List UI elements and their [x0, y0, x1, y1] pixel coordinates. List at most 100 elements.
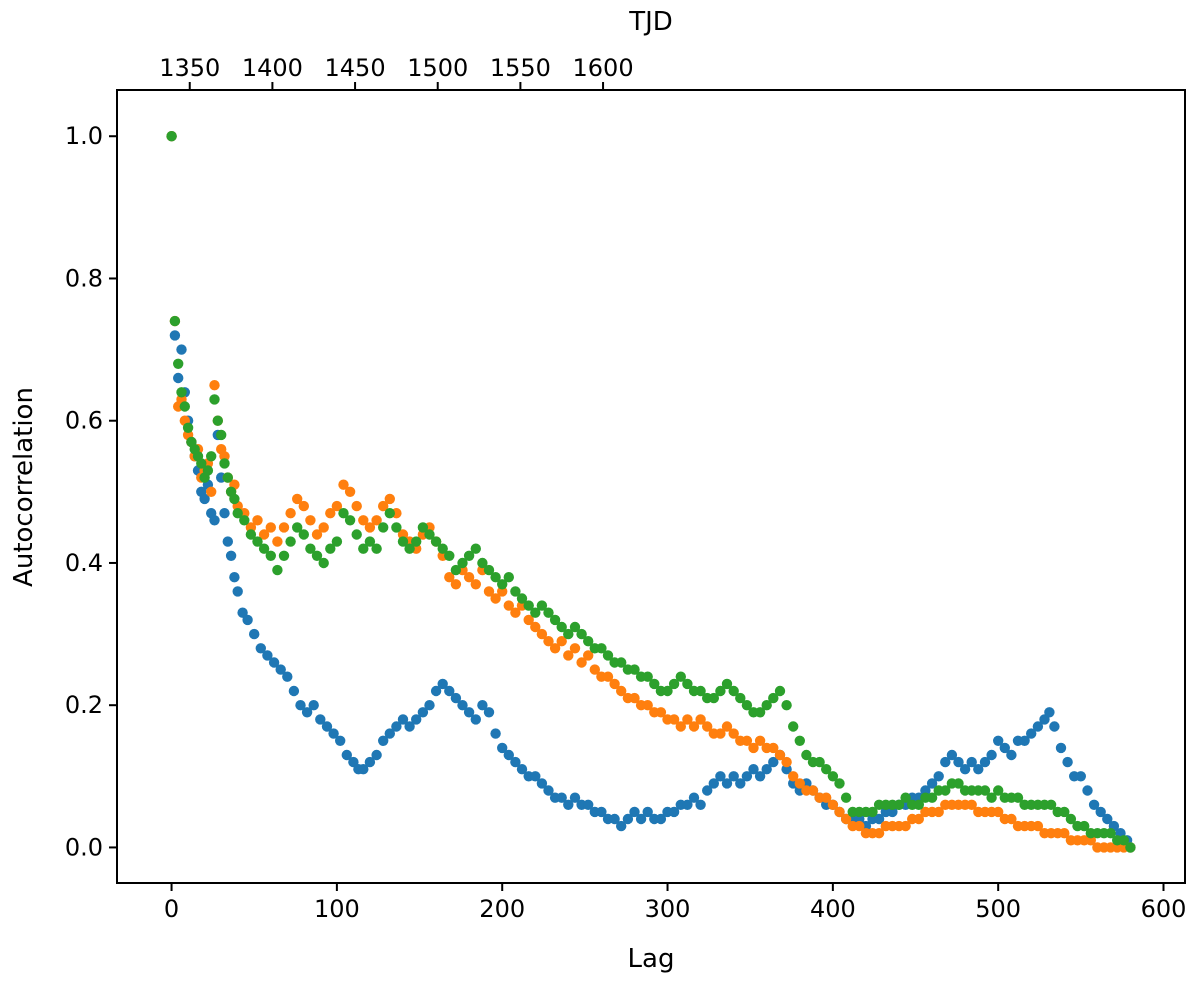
- data-point: [199, 493, 210, 505]
- top-tick-label: 1350: [159, 54, 220, 82]
- data-point: [523, 614, 534, 626]
- data-point: [463, 550, 475, 561]
- data-point: [1075, 771, 1087, 782]
- data-point: [338, 479, 349, 490]
- data-point: [255, 643, 266, 654]
- data-point: [358, 543, 369, 554]
- data-point: [1059, 828, 1070, 839]
- data-point: [616, 820, 627, 832]
- data-point: [249, 628, 260, 640]
- data-point: [821, 792, 832, 803]
- data-point: [457, 557, 468, 569]
- data-point: [583, 799, 594, 810]
- data-point: [569, 792, 581, 803]
- data-point: [510, 607, 521, 618]
- data-point: [209, 394, 220, 405]
- data-point: [768, 692, 779, 704]
- data-point: [761, 700, 772, 711]
- data-point: [268, 657, 280, 668]
- data-point: [549, 614, 561, 626]
- plot-frame: [116, 89, 1186, 884]
- data-point: [695, 714, 706, 725]
- data-point: [576, 657, 587, 668]
- data-point: [569, 643, 581, 654]
- data-point: [331, 536, 343, 547]
- data-point: [278, 522, 290, 533]
- data-point: [523, 600, 534, 611]
- data-point: [169, 330, 181, 341]
- data-point: [728, 771, 739, 782]
- data-point: [688, 792, 700, 803]
- data-point: [1082, 785, 1093, 796]
- data-point: [629, 806, 640, 818]
- data-point: [1059, 806, 1070, 818]
- data-point: [378, 500, 389, 512]
- data-point: [721, 678, 733, 690]
- data-point: [351, 529, 362, 540]
- data-point: [196, 458, 207, 469]
- data-point: [470, 543, 481, 554]
- x-tick-label: 100: [314, 895, 360, 923]
- data-point: [335, 735, 346, 746]
- data-point: [953, 756, 964, 768]
- y-tick-label: 0.8: [65, 264, 103, 292]
- data-point: [993, 785, 1004, 796]
- data-point: [966, 799, 977, 810]
- top-tick-label: 1400: [242, 54, 303, 82]
- data-point: [867, 806, 878, 818]
- data-point: [536, 778, 548, 789]
- data-point: [530, 771, 541, 782]
- data-point: [662, 685, 673, 697]
- data-point: [325, 543, 336, 554]
- data-point: [642, 700, 653, 711]
- data-point: [655, 707, 667, 718]
- data-point: [741, 771, 753, 782]
- data-point: [728, 728, 739, 739]
- data-point: [893, 799, 905, 810]
- data-point: [788, 771, 799, 782]
- data-point: [794, 778, 805, 789]
- data-point: [176, 344, 187, 355]
- data-point: [497, 742, 508, 754]
- data-point: [516, 764, 528, 775]
- data-point: [216, 429, 227, 441]
- data-point: [483, 564, 495, 576]
- data-point: [940, 756, 951, 768]
- data-point: [702, 785, 713, 796]
- data-point: [232, 508, 243, 519]
- data-point: [979, 785, 991, 796]
- data-point: [589, 664, 600, 675]
- data-point: [298, 529, 309, 540]
- data-point: [1065, 813, 1077, 825]
- data-point: [351, 500, 362, 512]
- data-point: [668, 806, 680, 818]
- data-point: [543, 607, 554, 618]
- data-point: [530, 607, 541, 618]
- data-point: [702, 721, 713, 732]
- data-point: [397, 536, 409, 547]
- data-point: [563, 799, 574, 810]
- data-point: [953, 778, 964, 789]
- data-point: [232, 586, 243, 597]
- data-point: [450, 579, 462, 590]
- data-point: [569, 621, 581, 633]
- data-point: [470, 579, 481, 590]
- data-point: [563, 650, 574, 661]
- data-point: [556, 792, 567, 803]
- x-tick-label: 500: [975, 895, 1021, 923]
- data-point: [708, 778, 719, 789]
- data-point: [556, 636, 567, 647]
- data-point: [292, 493, 303, 505]
- data-point: [378, 735, 389, 746]
- data-point: [642, 671, 653, 682]
- data-point: [873, 828, 885, 839]
- data-point: [397, 714, 409, 725]
- data-point: [754, 707, 766, 718]
- data-point: [993, 806, 1004, 818]
- data-point: [827, 799, 839, 810]
- data-point: [516, 593, 528, 604]
- data-point: [583, 636, 594, 647]
- top-tick-label: 1500: [407, 54, 468, 82]
- data-point: [821, 764, 832, 775]
